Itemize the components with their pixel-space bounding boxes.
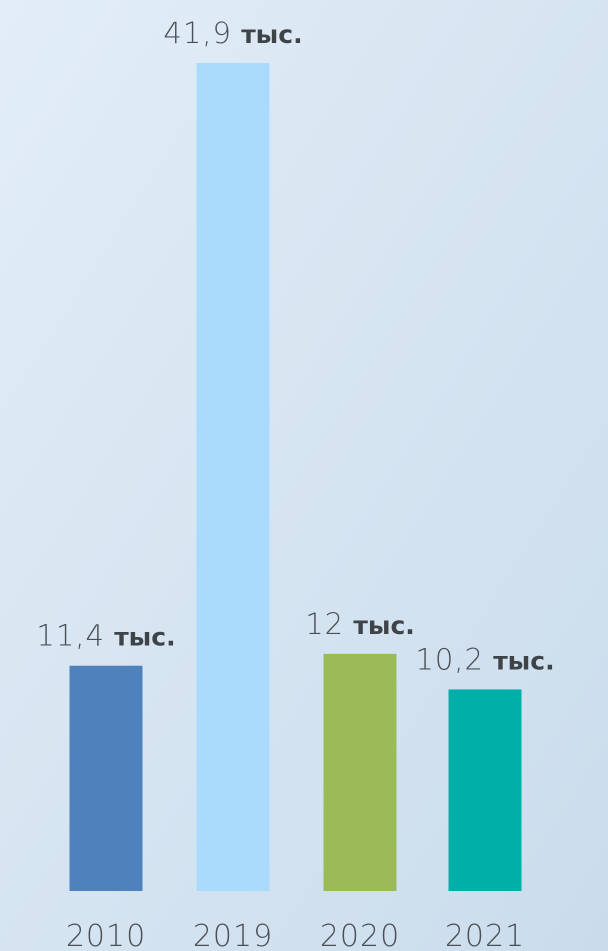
value-number: 41,9 [163,16,232,50]
value-number: 10,2 [415,642,484,676]
bar [323,653,397,891]
value-unit: тыс. [353,611,414,640]
bar [196,63,270,891]
x-tick-label: 2010 [66,919,146,951]
value-unit: тыс. [114,623,175,652]
value-unit: тыс. [493,646,554,675]
value-label: 10,2 тыс. [415,642,554,676]
value-unit: тыс. [241,20,302,49]
value-label: 11,4 тыс. [36,619,175,653]
bar [448,689,522,891]
x-tick-label: 2019 [193,919,273,951]
value-number: 11,4 [36,619,105,653]
value-label: 12 тыс. [305,607,415,641]
bar [69,665,143,891]
value-label: 41,9 тыс. [163,16,302,50]
x-tick-label: 2021 [445,919,525,951]
value-number: 12 [305,607,344,641]
x-tick-label: 2020 [320,919,400,951]
